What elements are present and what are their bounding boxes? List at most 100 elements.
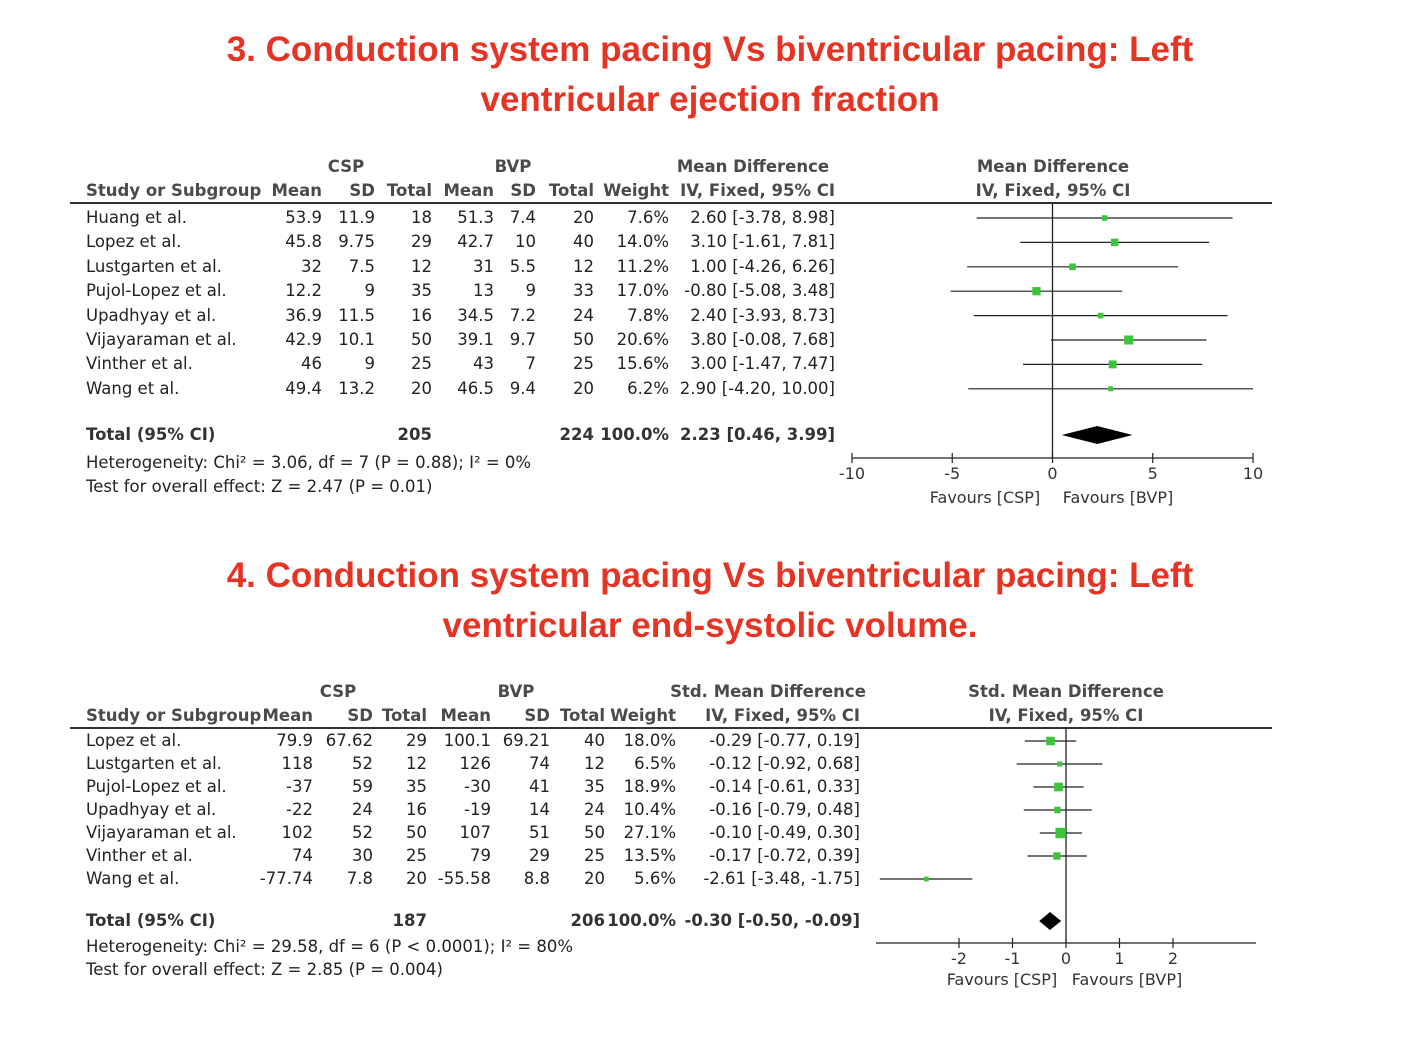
col-header-total1: Total xyxy=(381,706,427,725)
cell-total1: 29 xyxy=(406,731,427,750)
cell-total1: 29 xyxy=(411,232,432,252)
x-tick-label: 0 xyxy=(1047,464,1057,483)
col-header-mean1: Mean xyxy=(271,181,323,200)
title-line-2: ventricular ejection fraction xyxy=(480,80,940,119)
cell-sd2: 7 xyxy=(525,354,537,374)
cell-sd1: 52 xyxy=(352,754,373,773)
pooled-diamond xyxy=(1061,426,1133,444)
cell-ci: -0.16 [-0.79, 0.48] xyxy=(709,800,860,819)
cell-total1: 35 xyxy=(406,777,427,796)
study-marker xyxy=(1108,360,1117,369)
study-name: Vijayaraman et al. xyxy=(86,823,237,842)
cell-total2: 33 xyxy=(573,281,594,301)
cell-sd2: 74 xyxy=(529,754,550,773)
col-header-weight: Weight xyxy=(610,706,676,725)
study-marker xyxy=(1110,238,1119,247)
total-label: Total (95% CI) xyxy=(86,425,216,444)
cell-weight: 7.8% xyxy=(627,305,669,325)
study-name: Pujol-Lopez et al. xyxy=(86,777,227,796)
total-weight: 100.0% xyxy=(607,911,676,930)
x-tick-label: 5 xyxy=(1148,464,1158,483)
cell-total1: 50 xyxy=(411,330,432,349)
cell-ci: -0.17 [-0.72, 0.39] xyxy=(709,846,860,865)
cell-ci: -2.61 [-3.48, -1.75] xyxy=(703,869,860,888)
col-header-total2: Total xyxy=(559,706,605,725)
cell-total1: 25 xyxy=(411,354,432,374)
group-2-header: BVP xyxy=(494,157,532,176)
study-marker xyxy=(1054,806,1061,814)
cell-weight: 7.6% xyxy=(627,208,669,227)
cell-weight: 14.0% xyxy=(616,232,669,252)
cell-sd2: 41 xyxy=(529,777,550,796)
cell-ci: -0.14 [-0.61, 0.33] xyxy=(709,777,860,796)
forest-2-title: 4. Conduction system pacing Vs biventric… xyxy=(0,551,1420,651)
cell-total2: 50 xyxy=(573,330,594,349)
study-marker xyxy=(1108,386,1114,392)
cell-mean2: 39.1 xyxy=(457,330,494,349)
cell-total1: 25 xyxy=(406,846,427,865)
cell-sd2: 9.4 xyxy=(509,378,536,398)
cell-weight: 15.6% xyxy=(616,354,669,374)
cell-mean1: 53.9 xyxy=(285,208,322,227)
cell-ci: 1.00 [-4.26, 6.26] xyxy=(690,256,835,276)
cell-mean2: 100.1 xyxy=(443,731,491,750)
cell-sd2: 51 xyxy=(529,823,550,842)
cell-sd1: 7.8 xyxy=(346,869,373,888)
cell-weight: 18.9% xyxy=(623,777,676,796)
cell-mean1: 42.9 xyxy=(285,330,322,349)
effect-header: Std. Mean Difference xyxy=(670,682,866,701)
cell-weight: 17.0% xyxy=(616,281,669,301)
study-name: Upadhyay et al. xyxy=(86,800,217,819)
cell-mean1: -77.74 xyxy=(259,869,313,888)
cell-mean1: 49.4 xyxy=(285,378,322,398)
cell-sd1: 30 xyxy=(352,846,373,865)
study-marker xyxy=(1046,736,1055,746)
header-rule xyxy=(70,202,1272,204)
total-weight: 100.0% xyxy=(600,425,669,444)
study-name: Huang et al. xyxy=(86,208,187,227)
study-marker xyxy=(1054,782,1063,792)
cell-sd1: 13.2 xyxy=(338,378,375,398)
cell-weight: 13.5% xyxy=(623,846,676,865)
cell-weight: 6.5% xyxy=(634,754,676,773)
study-name: Lustgarten et al. xyxy=(86,256,222,276)
cell-mean2: 46.5 xyxy=(457,378,494,398)
col-header-ci: IV, Fixed, 95% CI xyxy=(705,706,860,725)
cell-total2: 12 xyxy=(584,754,605,773)
cell-sd2: 9 xyxy=(525,281,537,301)
cell-mean2: -30 xyxy=(464,777,491,796)
favours-right-label: Favours [BVP] xyxy=(1072,970,1183,989)
col-header-total1: Total xyxy=(386,181,432,200)
cell-sd2: 8.8 xyxy=(523,869,550,888)
favours-right-label: Favours [BVP] xyxy=(1063,488,1174,507)
cell-sd1: 9 xyxy=(364,354,376,374)
cell-sd2: 29 xyxy=(529,846,550,865)
cell-total2: 50 xyxy=(584,823,605,842)
cell-mean1: 12.2 xyxy=(285,281,322,301)
total-total2: 224 xyxy=(559,425,594,444)
cell-sd1: 59 xyxy=(352,777,373,796)
study-name: Lustgarten et al. xyxy=(86,754,222,773)
cell-total2: 40 xyxy=(584,731,605,750)
cell-ci: -0.80 [-5.08, 3.48] xyxy=(684,281,835,301)
cell-total1: 35 xyxy=(411,281,432,301)
cell-mean1: 74 xyxy=(292,846,313,865)
cell-mean1: 118 xyxy=(281,754,314,773)
cell-sd1: 10.1 xyxy=(338,330,375,349)
cell-mean2: 51.3 xyxy=(457,208,494,227)
cell-total2: 24 xyxy=(573,305,594,325)
cell-mean1: 45.8 xyxy=(285,232,322,252)
cell-sd2: 9.7 xyxy=(509,330,536,349)
cell-sd2: 7.4 xyxy=(509,208,536,227)
cell-mean2: 79 xyxy=(470,846,491,865)
col-header-total2: Total xyxy=(548,181,594,200)
cell-mean2: 43 xyxy=(473,354,494,374)
total-ci: 2.23 [0.46, 3.99] xyxy=(680,425,835,444)
total-label: Total (95% CI) xyxy=(86,911,216,930)
cell-ci: -0.12 [-0.92, 0.68] xyxy=(709,754,860,773)
total-total1: 205 xyxy=(397,425,432,444)
study-name: Upadhyay et al. xyxy=(86,305,217,325)
cell-total2: 35 xyxy=(584,777,605,796)
cell-total2: 20 xyxy=(573,378,594,398)
cell-sd1: 67.62 xyxy=(325,731,373,750)
